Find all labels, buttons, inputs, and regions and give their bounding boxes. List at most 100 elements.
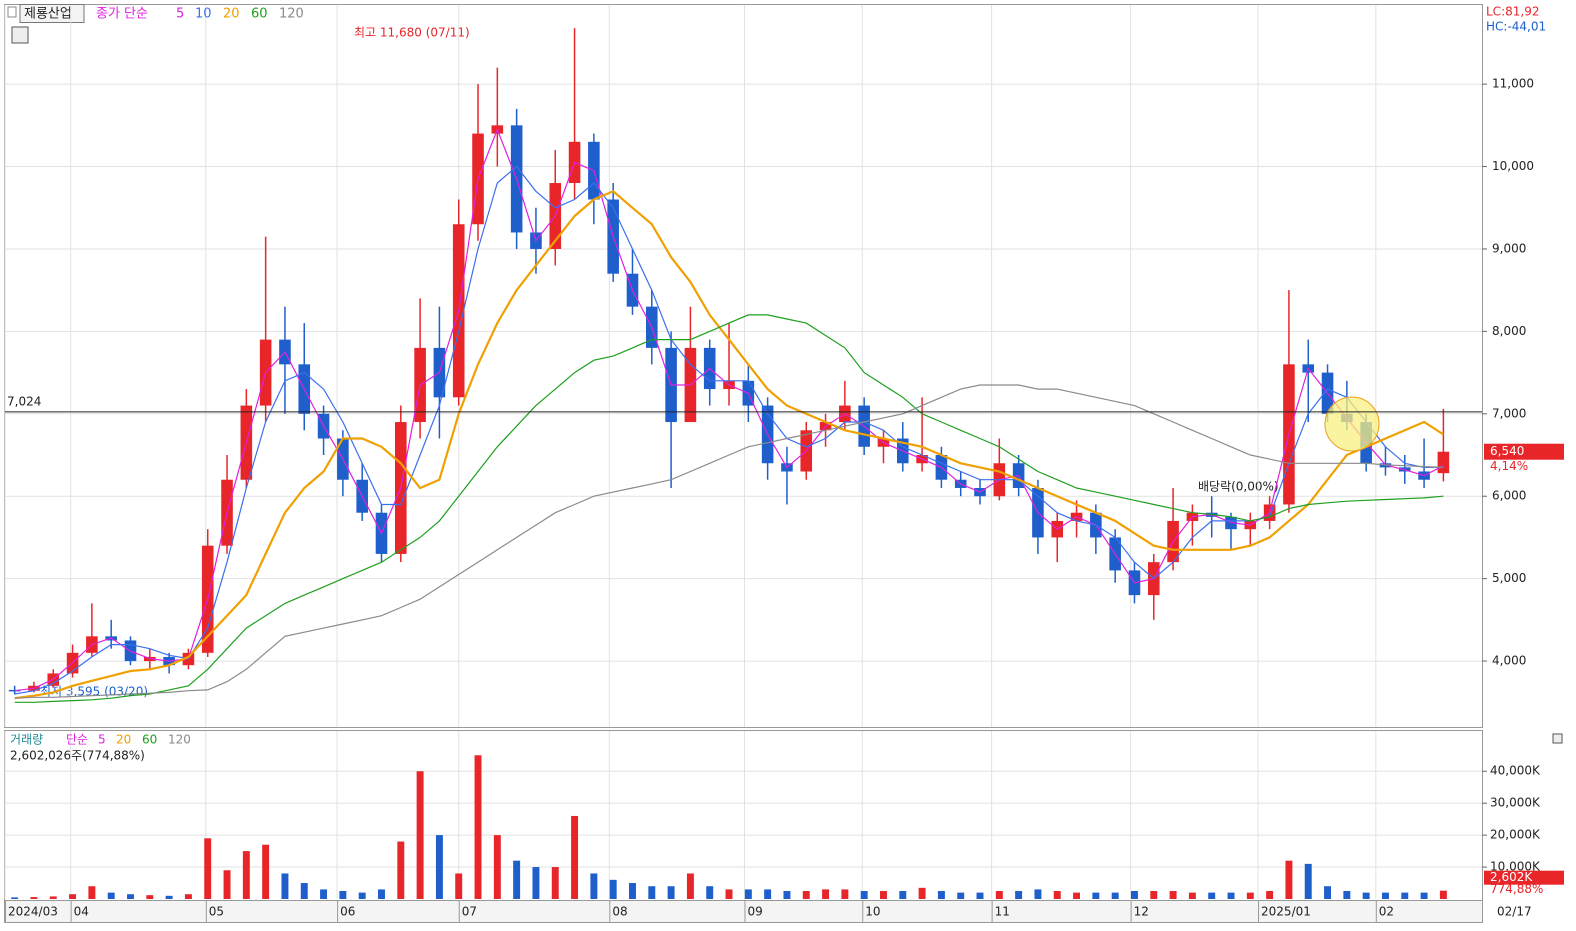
last-price-label: 6,540	[1490, 444, 1524, 458]
volume-bar	[822, 889, 830, 899]
volume-bar	[686, 873, 694, 899]
last-date: 02/17	[1497, 905, 1532, 919]
legend-entry: 5	[98, 733, 106, 747]
volume-bar	[918, 887, 926, 899]
legend-entry: 60	[251, 7, 268, 22]
volume-bar	[995, 891, 1003, 899]
y-tick-label: 20,000K	[1490, 828, 1541, 842]
volume-bar	[165, 895, 173, 899]
candle-body	[1437, 451, 1450, 474]
y-tick-label: 7,000	[1492, 406, 1526, 420]
x-axis-panel	[4, 900, 1483, 923]
volume-bar	[1343, 891, 1351, 899]
volume-bar	[1304, 863, 1312, 899]
volume-bar	[378, 889, 385, 899]
volume-bar	[725, 889, 733, 899]
volume-bar	[1362, 892, 1370, 899]
volume-bar	[1401, 892, 1409, 899]
legend-entry: 120	[168, 733, 191, 747]
highlight-circle	[1324, 396, 1380, 452]
hc-label: HC:-44,01	[1486, 20, 1546, 34]
lc-label: LC:81,92	[1486, 5, 1539, 19]
volume-bar	[899, 891, 907, 899]
volume-bar	[880, 891, 887, 899]
volume-bar	[1053, 891, 1061, 899]
volume-bar	[455, 873, 463, 899]
volume-bar	[416, 771, 424, 899]
table-button[interactable]	[11, 26, 29, 44]
y-tick-label: 10,000K	[1490, 860, 1541, 874]
volume-bar	[667, 886, 675, 899]
x-tick-label: 05	[209, 905, 224, 919]
volume-bar	[1015, 891, 1023, 899]
volume-bar	[1111, 892, 1119, 899]
y-tick-label: 8,000	[1492, 324, 1526, 338]
volume-bar	[397, 841, 405, 899]
ma-line	[14, 190, 1444, 700]
volume-bar	[551, 867, 559, 899]
candle-body	[8, 689, 21, 692]
y-tick-label: 5,000	[1492, 571, 1526, 585]
legend-entry: 20	[116, 733, 131, 747]
volume-bar	[146, 895, 154, 899]
volume-bar	[320, 889, 328, 899]
x-tick-label: 07	[462, 905, 477, 919]
volume-bar	[937, 891, 945, 899]
ma-line	[14, 314, 1444, 703]
volume-bar	[1227, 892, 1235, 899]
x-tick-label: 2025/01	[1261, 905, 1311, 919]
volume-bar	[1073, 892, 1081, 899]
volume-bar	[493, 835, 501, 899]
volume-bar	[1266, 891, 1274, 899]
stock-name-box	[19, 4, 85, 23]
volume-bar	[1034, 889, 1042, 899]
volume-bar	[976, 892, 984, 899]
y-tick-label: 11,000	[1492, 77, 1534, 91]
y-tick-label: 40,000K	[1490, 764, 1541, 778]
volume-bar	[860, 891, 868, 899]
last-volume-box	[1484, 870, 1564, 885]
volume-bar	[1188, 892, 1196, 899]
volume-bar	[69, 894, 77, 899]
legend-label: 종가 단순	[96, 7, 148, 22]
volume-bar	[1092, 892, 1100, 899]
volume-bar	[629, 883, 636, 899]
icon	[7, 6, 17, 18]
x-tick-label: 10	[865, 905, 880, 919]
last-volume-label: 2,602K	[1490, 870, 1533, 884]
y-tick-label: 4,000	[1492, 654, 1526, 668]
high-annotation: 최고 11,680 (07/11)	[354, 26, 470, 40]
volume-bar	[127, 894, 134, 899]
volume-bar	[764, 889, 772, 899]
volume-bar	[609, 879, 617, 899]
volume-bar	[706, 886, 714, 899]
volume-bar	[88, 886, 96, 899]
volume-bar	[11, 897, 19, 899]
volume-bar	[571, 815, 579, 899]
volume-bar	[242, 851, 250, 899]
volume-bar	[107, 892, 115, 899]
volume-bar	[339, 891, 347, 899]
reference-label: 7,024	[7, 394, 41, 408]
volume-bar	[358, 892, 366, 899]
volume-bar	[1150, 891, 1158, 899]
x-tick-label: 04	[74, 905, 89, 919]
volume-bar	[30, 897, 38, 899]
legend-entry: 5	[176, 7, 184, 22]
volume-bar	[1381, 892, 1389, 899]
volume-bar	[1246, 892, 1254, 899]
volume-bar	[49, 896, 57, 899]
volume-bar	[184, 894, 192, 899]
x-tick-label: 08	[612, 905, 627, 919]
y-tick-label: 6,000	[1492, 489, 1526, 503]
legend-entry: 20	[223, 7, 240, 22]
volume-bar	[783, 891, 791, 899]
volume-bar	[1420, 892, 1428, 899]
panel-button[interactable]	[1552, 733, 1563, 744]
legend-label: 단순	[66, 733, 88, 747]
volume-bar	[648, 886, 656, 899]
x-tick-label: 11	[995, 905, 1010, 919]
dividend-annotation: 배당락(0,00%)	[1198, 480, 1279, 494]
change-label: 4,14%	[1490, 459, 1528, 473]
stock-name: 제룡산업	[24, 7, 72, 22]
